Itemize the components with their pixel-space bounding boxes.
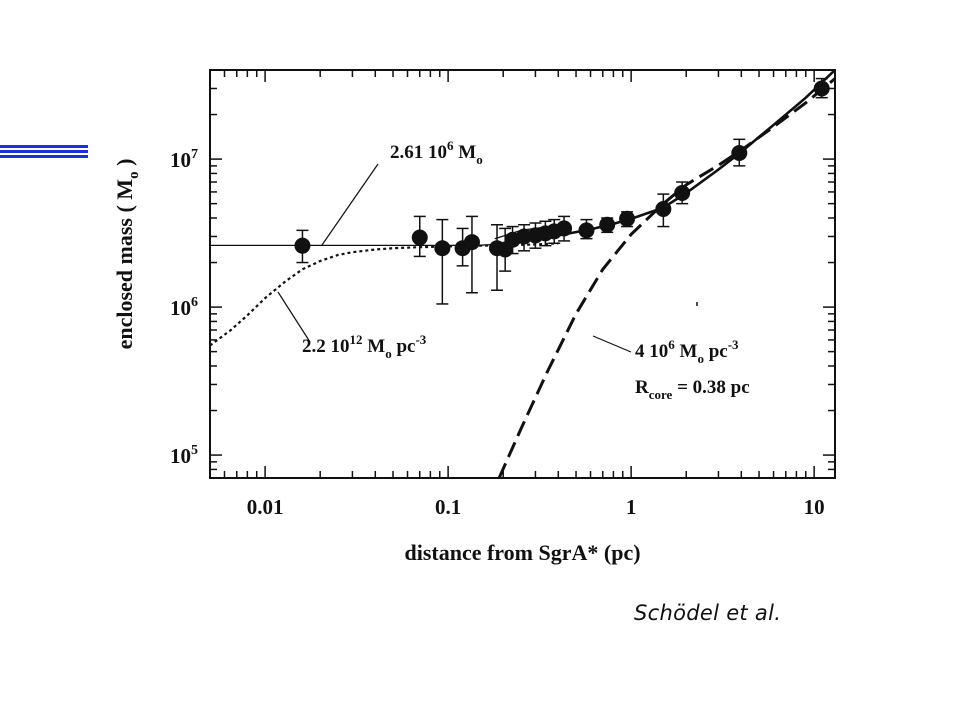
annotation-cusp-density-part: M bbox=[363, 336, 386, 357]
y-axis-title-part: enclosed mass ( M bbox=[112, 179, 137, 350]
data-point bbox=[655, 201, 672, 218]
data-point bbox=[599, 216, 616, 233]
annotation-core-radius-part: R bbox=[635, 377, 649, 398]
annotation-point-mass-part: M bbox=[454, 142, 477, 163]
annotation-core-radius: Rcore = 0.38 pc bbox=[635, 377, 750, 402]
data-point bbox=[294, 237, 311, 254]
y-axis-title-part: o bbox=[126, 171, 142, 179]
plot-frame bbox=[209, 69, 836, 479]
chart-figure: 0.01 0.1 1 10 105 106 107 distance from SgrA* (… bbox=[90, 60, 850, 570]
annotation-cusp-density-part: 2.2 10 bbox=[302, 336, 350, 357]
annotation-cluster-density-part: M bbox=[675, 341, 698, 362]
annotation-leader bbox=[321, 163, 379, 246]
x-tick-label: 1 bbox=[626, 495, 637, 519]
model-curve-dashed bbox=[497, 77, 835, 478]
annotation-point-mass: 2.61 106 Mo bbox=[390, 138, 483, 167]
data-point bbox=[674, 185, 691, 202]
tick-exponent: 7 bbox=[191, 147, 198, 162]
y-axis-title-part: ) bbox=[112, 159, 137, 172]
data-point bbox=[813, 80, 830, 97]
annotation-cusp-density-part: 12 bbox=[350, 332, 363, 347]
data-point bbox=[619, 210, 636, 227]
tick-base: 10 bbox=[170, 444, 191, 468]
annotation-cluster-density-part: 4 10 bbox=[635, 341, 668, 362]
title-accent-bar bbox=[0, 155, 88, 158]
title-accent-bar bbox=[0, 150, 88, 153]
tick-base: 10 bbox=[170, 148, 191, 172]
tick-exponent: 6 bbox=[191, 295, 198, 310]
x-tick-label: 0.1 bbox=[435, 495, 461, 519]
annotation-cluster-density-part: o bbox=[697, 351, 704, 366]
annotation-point-mass-part: o bbox=[476, 152, 483, 167]
x-tick-label: 10 bbox=[804, 495, 825, 519]
y-tick-label: 107 bbox=[170, 147, 198, 172]
x-axis-title: distance from SgrA* (pc) bbox=[404, 540, 640, 565]
annotation-cusp-density-part: o bbox=[385, 346, 392, 361]
data-point bbox=[463, 234, 480, 251]
annotation-cusp-density-part: pc bbox=[392, 336, 416, 357]
y-tick-label: 106 bbox=[170, 295, 198, 320]
annotation-leader bbox=[592, 335, 632, 353]
annotation-cusp-density: 2.2 1012 Mo pc-3 bbox=[302, 332, 427, 361]
annotation-core-radius-part: core bbox=[649, 387, 673, 402]
annotation-cluster-density-part: -3 bbox=[728, 337, 739, 352]
title-accent-bar bbox=[0, 145, 88, 148]
annotation-cluster-density-part: 6 bbox=[668, 337, 675, 352]
model-curve-dotted bbox=[210, 242, 559, 347]
annotation-point-mass-part: 2.61 10 bbox=[390, 142, 447, 163]
y-axis-title: enclosed mass ( Mo ) bbox=[112, 159, 142, 350]
data-point bbox=[411, 229, 428, 246]
y-tick-label: 105 bbox=[170, 443, 198, 468]
annotation-cluster-density: 4 106 Mo pc-3 bbox=[635, 337, 739, 366]
figure-credit: Schödel et al. bbox=[634, 601, 782, 625]
data-point bbox=[556, 220, 573, 237]
annotation-cluster-density-part: pc bbox=[704, 341, 728, 362]
data-point bbox=[578, 222, 595, 239]
tick-exponent: 5 bbox=[191, 443, 198, 458]
annotation-point-mass-part: 6 bbox=[447, 138, 454, 153]
annotation-core-radius-part: = 0.38 pc bbox=[672, 377, 749, 398]
x-tick-label: 0.01 bbox=[247, 495, 284, 519]
annotation-cusp-density-part: -3 bbox=[415, 332, 426, 347]
data-point bbox=[434, 240, 451, 257]
data-point bbox=[731, 144, 748, 161]
annotation-leader bbox=[277, 291, 311, 343]
tick-base: 10 bbox=[170, 296, 191, 320]
